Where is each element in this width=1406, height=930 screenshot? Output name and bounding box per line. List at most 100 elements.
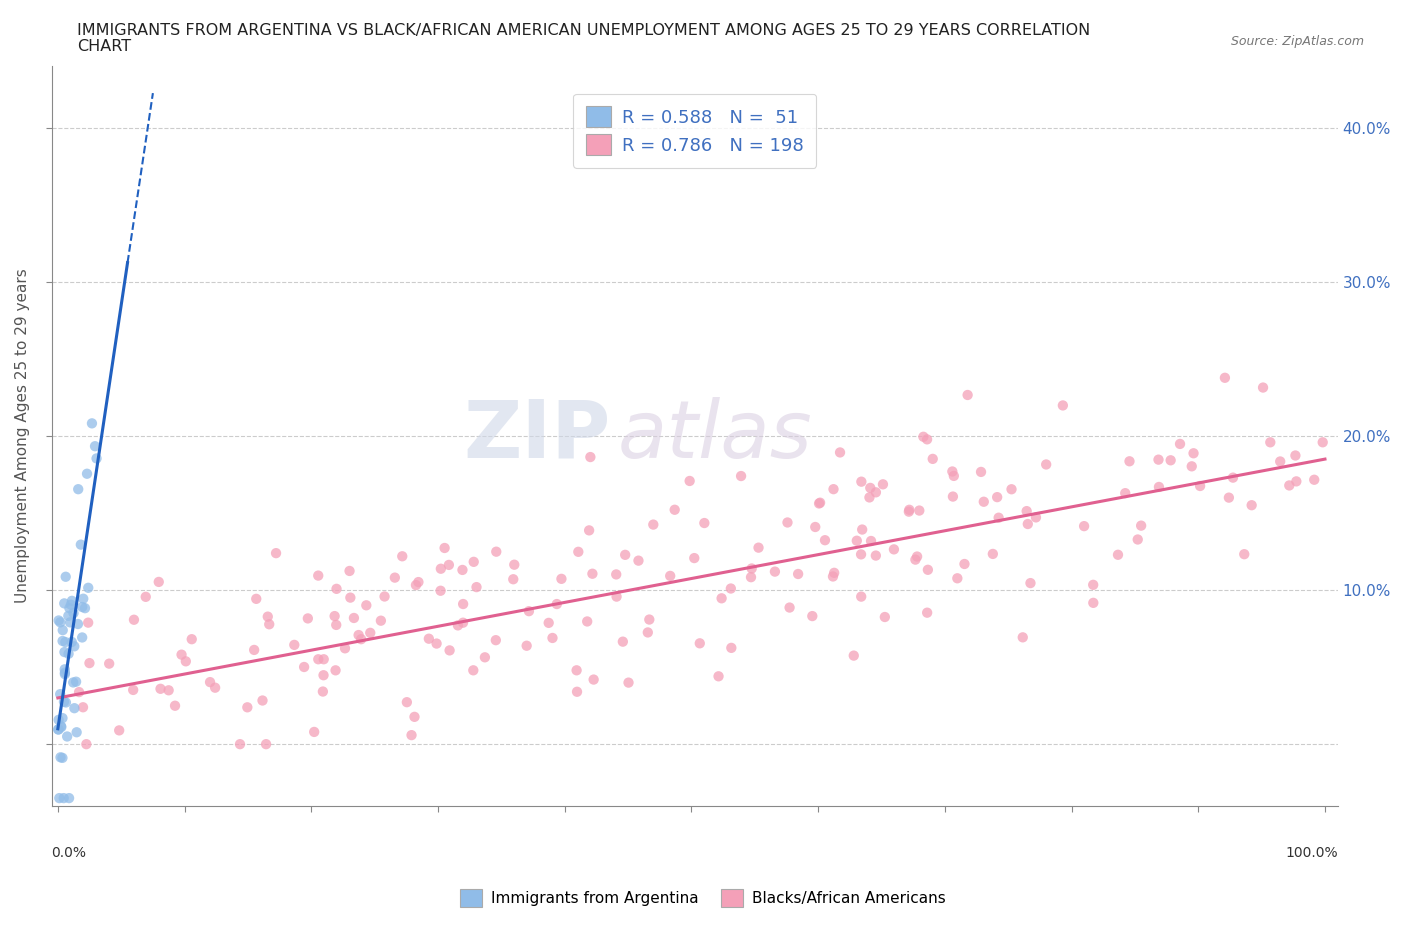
Point [52, 623, 75, 638]
Point [70, 600, 93, 615]
Point [53, 665, 76, 680]
Point [66, 617, 89, 631]
Point [517, 604, 540, 618]
Point [391, 549, 413, 564]
Point [62, 675, 84, 690]
Point [463, 663, 485, 678]
Point [333, 641, 356, 656]
Point [49, 615, 72, 630]
Point [956, 388, 979, 403]
Point [973, 495, 995, 510]
Point [845, 533, 868, 548]
Point [70, 630, 93, 644]
Point [693, 515, 716, 530]
Point [779, 600, 801, 615]
Point [897, 504, 920, 519]
Point [1160, 453, 1182, 468]
Point [502, 572, 524, 587]
Point [883, 542, 905, 557]
Point [170, 647, 193, 662]
Point [53, 634, 76, 649]
Point [69, 538, 91, 552]
Point [451, 616, 474, 631]
Point [148, 575, 170, 590]
Point [823, 482, 845, 497]
Point [135, 590, 157, 604]
Point [808, 496, 831, 511]
Point [198, 674, 221, 689]
Point [763, 565, 786, 579]
Point [582, 672, 605, 687]
Point [1213, 370, 1236, 385]
Point [370, 613, 392, 628]
Point [49, 719, 72, 734]
Point [51, 711, 73, 725]
Point [384, 570, 406, 585]
Point [307, 652, 329, 667]
Point [254, 737, 277, 751]
Point [1114, 485, 1136, 500]
Point [1015, 504, 1038, 519]
Point [1285, 474, 1308, 489]
Point [546, 597, 568, 612]
Point [730, 469, 752, 484]
Point [122, 612, 145, 627]
Text: atlas: atlas [617, 397, 813, 475]
Point [72, 699, 94, 714]
Point [1312, 435, 1334, 450]
Point [72, 591, 94, 606]
Point [828, 445, 851, 459]
Point [323, 608, 346, 623]
Point [433, 540, 456, 555]
Point [1035, 457, 1057, 472]
Point [430, 562, 453, 577]
Point [48, 712, 70, 727]
Point [804, 520, 827, 535]
Point [252, 693, 274, 708]
Point [710, 591, 733, 605]
Point [51, 720, 73, 735]
Point [52, 633, 75, 648]
Point [80, 416, 103, 431]
Point [1011, 630, 1033, 644]
Point [917, 563, 939, 578]
Point [63, 700, 86, 715]
Point [257, 617, 280, 631]
Point [1251, 380, 1274, 395]
Point [858, 490, 880, 505]
Point [86, 451, 108, 466]
Text: 100.0%: 100.0% [1285, 846, 1337, 860]
Point [659, 568, 682, 583]
Point [62, 605, 84, 620]
Point [1083, 578, 1105, 592]
Point [814, 533, 837, 548]
Point [98, 657, 121, 671]
Point [638, 612, 661, 627]
Point [1182, 445, 1205, 460]
Point [52, 695, 75, 710]
Point [516, 638, 538, 653]
Text: IMMIGRANTS FROM ARGENTINA VS BLACK/AFRICAN AMERICAN UNEMPLOYMENT AMONG AGES 25 T: IMMIGRANTS FROM ARGENTINA VS BLACK/AFRIC… [77, 23, 1091, 38]
Point [174, 654, 197, 669]
Point [49, 686, 72, 701]
Text: ZIP: ZIP [464, 397, 612, 475]
Point [451, 563, 474, 578]
Point [860, 534, 883, 549]
Point [873, 609, 896, 624]
Point [637, 625, 659, 640]
Point [643, 517, 665, 532]
Point [1168, 436, 1191, 451]
Point [325, 618, 347, 632]
Point [941, 464, 963, 479]
Point [307, 568, 329, 583]
Point [1303, 472, 1326, 487]
Point [1073, 519, 1095, 534]
Point [426, 636, 449, 651]
Y-axis label: Unemployment Among Ages 25 to 29 years: Unemployment Among Ages 25 to 29 years [15, 269, 30, 604]
Point [256, 609, 278, 624]
Point [1147, 452, 1170, 467]
Point [51, 751, 73, 765]
Point [740, 570, 762, 585]
Point [1222, 471, 1244, 485]
Point [942, 469, 965, 484]
